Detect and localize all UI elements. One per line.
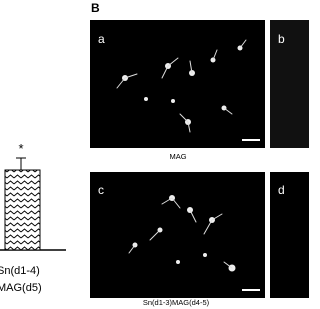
panel-label: B [91, 1, 100, 15]
micrograph [270, 20, 309, 148]
category-label: Sn(d1-4) [0, 265, 40, 277]
cells [116, 39, 247, 133]
figure: * Sn(d1-4) MAG(d5) B a MAG b c Sn(d1-3)M… [0, 1, 309, 307]
significance-mark: * [18, 141, 23, 156]
category-label: MAG(d5) [0, 282, 42, 294]
panel-caption: Sn(d1-3)MAG(d4-5) [143, 298, 210, 307]
bar-chart-fragment: * Sn(d1-4) MAG(d5) [0, 141, 66, 294]
micrograph [90, 20, 265, 148]
panel-letter: b [278, 32, 285, 46]
bar [4, 169, 41, 251]
panel-letter: c [98, 183, 104, 197]
micrograph [90, 172, 265, 298]
panel-letter: a [98, 32, 105, 46]
cells [128, 195, 236, 272]
micrograph [270, 172, 309, 298]
panel-caption: MAG [169, 152, 186, 161]
panel-letter: d [278, 183, 285, 197]
